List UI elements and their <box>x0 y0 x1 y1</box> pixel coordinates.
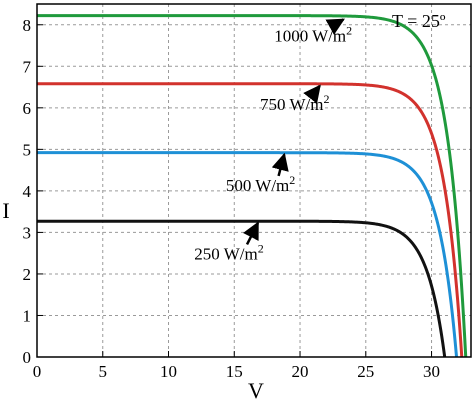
temperature-label: T = 25º <box>392 11 446 31</box>
x-tick-label: 0 <box>33 362 42 381</box>
y-tick-label: 0 <box>23 348 32 367</box>
plot-frame <box>36 3 472 358</box>
x-tick-label: 25 <box>357 362 374 381</box>
ticks: 0 5 10 15 20 25 30 0 1 2 3 4 5 6 7 8 <box>23 16 441 381</box>
series-label-text: 250 W/m <box>194 244 257 263</box>
y-tick-label: 5 <box>23 140 32 159</box>
y-tick-label: 8 <box>23 16 32 35</box>
series-line-0 <box>36 14 468 358</box>
series-label-3: 250 W/m2 <box>194 241 263 263</box>
series-group <box>36 14 468 358</box>
series-line-2 <box>36 151 459 358</box>
series-label-2: 500 W/m2 <box>226 173 295 195</box>
series-label-text: 750 W/m <box>260 95 323 114</box>
y-tick-label: 7 <box>23 57 32 76</box>
grid <box>37 4 471 357</box>
x-tick-label: 10 <box>160 362 177 381</box>
series-label-text: 500 W/m <box>226 176 289 195</box>
y-axis-label: I <box>2 198 9 223</box>
series-arrow-0 <box>325 18 345 35</box>
x-tick-label: 20 <box>292 362 309 381</box>
series-label-sup: 2 <box>289 173 295 187</box>
series-arrow-1 <box>303 84 321 104</box>
series-arrow-3 <box>242 221 260 245</box>
y-tick-label: 1 <box>23 306 32 325</box>
series-label-sup: 2 <box>346 23 352 37</box>
y-tick-label: 4 <box>23 182 32 201</box>
y-tick-label: 3 <box>23 223 32 242</box>
y-tick-label: 2 <box>23 265 32 284</box>
series-label-sup: 2 <box>258 241 264 255</box>
series-label-sup: 2 <box>323 92 329 106</box>
x-tick-label: 15 <box>226 362 243 381</box>
series-label-0: 1000 W/m2 <box>274 23 352 45</box>
x-axis-label: V <box>248 378 264 402</box>
series-label-text: 1000 W/m <box>274 26 346 45</box>
y-tick-label: 6 <box>23 99 32 118</box>
series-label-1: 750 W/m2 <box>260 92 329 114</box>
series-arrow-2 <box>271 152 289 177</box>
series-line-1 <box>36 82 464 358</box>
series-line-3 <box>36 219 447 358</box>
x-tick-label: 30 <box>423 362 440 381</box>
x-tick-label: 5 <box>99 362 108 381</box>
